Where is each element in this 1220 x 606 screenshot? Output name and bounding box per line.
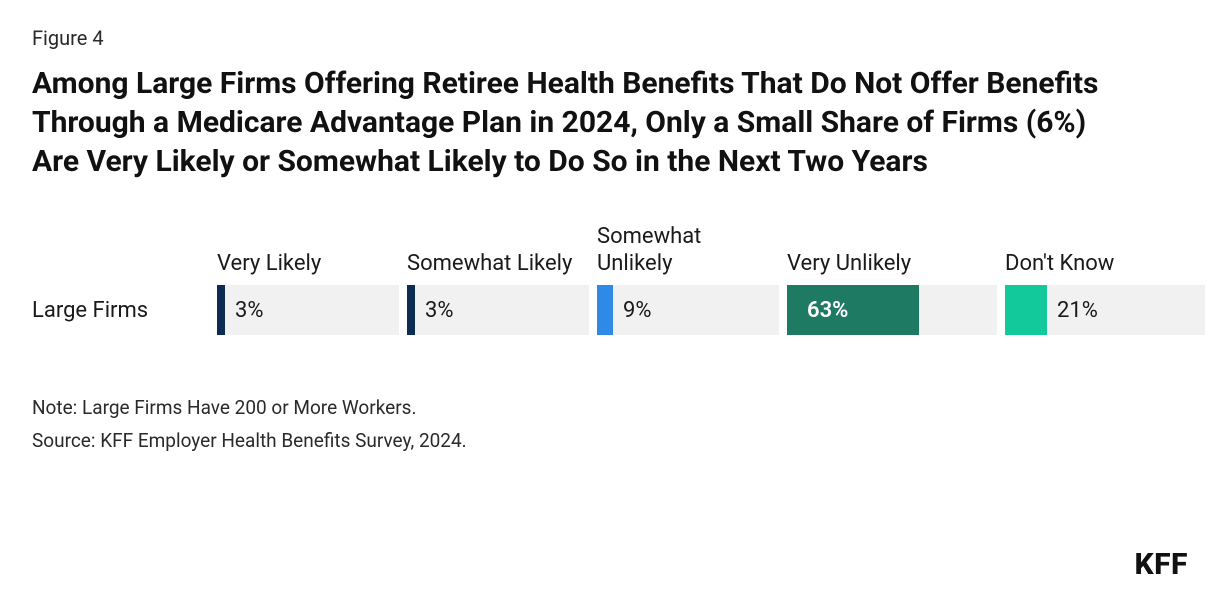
bar-value: 3% (415, 285, 453, 335)
series-header: Somewhat Unlikely (597, 215, 779, 285)
chart-area: Large Firms Very Likely3%Somewhat Likely… (32, 215, 1188, 335)
series-column: Don't Know21% (1005, 215, 1205, 335)
series-column: Somewhat Likely3% (407, 215, 589, 335)
series-header: Somewhat Likely (407, 215, 589, 285)
bar-value: 63% (797, 285, 848, 335)
series-column: Very Likely3% (217, 215, 399, 335)
bar-fill (1005, 285, 1047, 335)
bar-fill (597, 285, 613, 335)
row-label: Large Firms (32, 285, 217, 335)
bar-value: 21% (1047, 285, 1098, 335)
figure-container: Figure 4 Among Large Firms Offering Reti… (0, 0, 1220, 606)
bar-fill (217, 285, 225, 335)
brand-logo: KFF (1134, 547, 1188, 582)
row-label-column: Large Firms (32, 285, 217, 335)
series-column: Somewhat Unlikely9% (597, 215, 779, 335)
series-header: Very Unlikely (787, 215, 997, 285)
bar-cell: 63% (787, 285, 997, 335)
figure-title: Among Large Firms Offering Retiree Healt… (32, 64, 1112, 181)
bar-value: 9% (613, 285, 651, 335)
series-header: Don't Know (1005, 215, 1205, 285)
bar-value: 3% (225, 285, 263, 335)
bar-cell: 21% (1005, 285, 1205, 335)
source-text: Source: KFF Employer Health Benefits Sur… (32, 424, 1188, 457)
note-text: Note: Large Firms Have 200 or More Worke… (32, 391, 1188, 424)
figure-label: Figure 4 (32, 26, 1188, 50)
series-header: Very Likely (217, 215, 399, 285)
bar-cell: 9% (597, 285, 779, 335)
series-column: Very Unlikely63% (787, 215, 997, 335)
bar-fill (407, 285, 415, 335)
bar-cell: 3% (407, 285, 589, 335)
bar-cell: 3% (217, 285, 399, 335)
series-columns: Very Likely3%Somewhat Likely3%Somewhat U… (217, 215, 1205, 335)
footer-notes: Note: Large Firms Have 200 or More Worke… (32, 391, 1188, 458)
